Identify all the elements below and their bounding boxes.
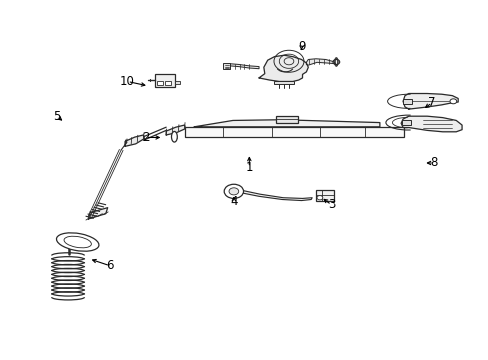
Polygon shape xyxy=(233,189,311,201)
Bar xyxy=(157,81,163,85)
Text: 2: 2 xyxy=(142,131,149,144)
Ellipse shape xyxy=(57,233,99,251)
Ellipse shape xyxy=(171,131,177,142)
Bar xyxy=(315,190,334,201)
Text: 1: 1 xyxy=(245,161,253,174)
Polygon shape xyxy=(88,208,107,219)
Polygon shape xyxy=(125,135,144,146)
Bar xyxy=(274,81,293,84)
Text: 5: 5 xyxy=(53,110,61,123)
Polygon shape xyxy=(194,120,379,127)
Text: 9: 9 xyxy=(297,40,305,53)
Text: 10: 10 xyxy=(120,75,135,88)
Bar xyxy=(165,81,171,85)
Bar xyxy=(402,99,411,104)
Polygon shape xyxy=(166,125,185,135)
Polygon shape xyxy=(402,94,457,109)
Bar xyxy=(223,63,230,69)
Circle shape xyxy=(316,195,322,200)
Text: 6: 6 xyxy=(106,259,114,272)
Bar xyxy=(401,120,410,125)
Polygon shape xyxy=(259,55,308,81)
Text: 7: 7 xyxy=(427,96,435,109)
Ellipse shape xyxy=(64,236,91,248)
Bar xyxy=(184,127,403,137)
Polygon shape xyxy=(227,64,259,69)
Text: 8: 8 xyxy=(429,157,437,170)
Polygon shape xyxy=(400,116,461,132)
Circle shape xyxy=(224,184,243,198)
Bar xyxy=(155,74,175,87)
Circle shape xyxy=(228,188,238,195)
Polygon shape xyxy=(306,59,335,65)
Bar xyxy=(175,81,180,84)
Circle shape xyxy=(449,99,456,104)
Bar xyxy=(276,116,298,123)
Text: 3: 3 xyxy=(327,198,334,211)
Text: 4: 4 xyxy=(230,195,237,208)
